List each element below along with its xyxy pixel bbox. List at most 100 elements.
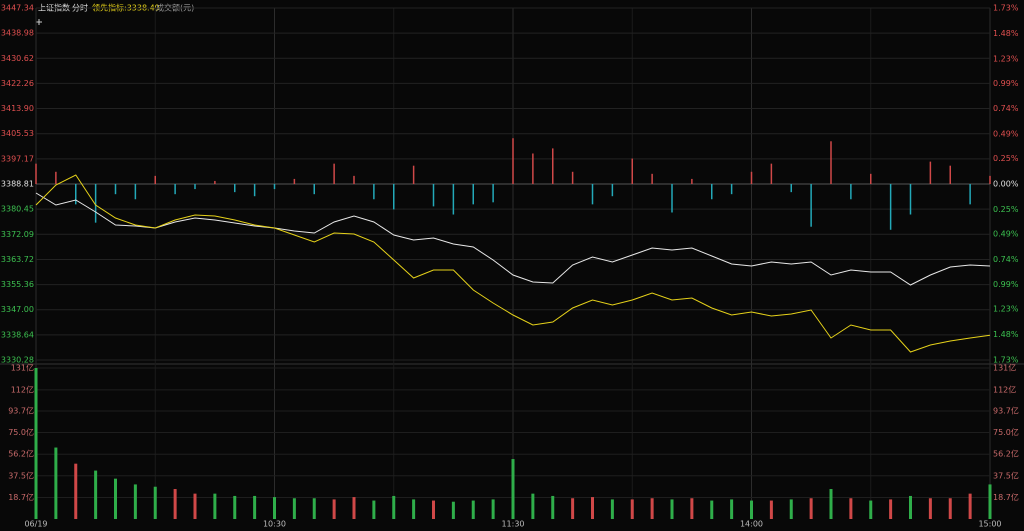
volume-bar [630,499,634,519]
y-tick-label: 131亿 [11,363,34,373]
y2-tick-label: 1.23% [993,54,1019,63]
volume-bar [571,498,575,519]
y2-tick-label: 112亿 [993,384,1016,394]
volume-bar [948,498,952,519]
y-tick-label: 3388.81 [1,180,34,189]
volume-bar [710,500,714,519]
volume-bar [253,495,257,519]
volume-bar [451,501,455,519]
y2-tick-label: 1.73% [993,356,1019,365]
volume-bar [769,500,773,519]
volume-bar [392,495,396,519]
y2-tick-label: 75.0亿 [993,427,1019,437]
volume-bar [531,493,535,519]
volume-bar [511,459,515,519]
y2-tick-label: 0.99% [993,79,1019,88]
volume-bar [233,495,237,519]
y-tick-label: 93.7亿 [8,405,34,415]
y2-tick-label: 0.74% [993,255,1019,264]
y-tick-label: 3330.28 [1,356,34,365]
volume-bar [928,498,932,519]
volume-bar [133,484,137,519]
y2-tick-label: 0.74% [993,104,1019,113]
volume-bar [372,500,376,519]
y-tick-label: 3355.36 [1,280,34,289]
x-tick-label: 06/19 [24,520,47,529]
volume-bar [292,498,296,519]
volume-bar [173,489,177,519]
volume-bar [54,447,58,519]
y2-tick-label: 0.49% [993,229,1019,238]
volume-bar [94,470,98,519]
y-tick-label: 112亿 [11,384,34,394]
volume-bar [650,498,654,519]
y2-tick-label: 56.2亿 [993,449,1019,459]
volume-bar [491,499,495,519]
y2-tick-label: 93.7亿 [993,405,1019,415]
volume-bar [213,493,217,519]
volume-bar [312,498,316,519]
volume-bar [789,499,793,519]
x-tick-label: 11:30 [501,520,524,529]
y2-tick-label: 37.5亿 [993,470,1019,480]
volume-bar [273,497,276,519]
y2-tick-label: 0.00% [993,180,1019,189]
y-tick-label: 3397.17 [1,154,34,163]
y2-tick-label: 0.49% [993,130,1019,139]
volume-bar [690,498,694,519]
volume-bar [471,500,475,519]
y2-tick-label: 18.7亿 [993,492,1019,502]
y2-tick-label: 0.25% [993,154,1019,163]
volume-bar [750,500,753,519]
y-tick-label: 37.5亿 [8,470,34,480]
y2-tick-label: 1.73% [993,4,1019,13]
price-line [35,174,991,353]
volume-bar [591,497,594,519]
y-tick-label: 3380.45 [1,205,34,214]
y-tick-label: 3438.98 [1,29,34,38]
volume-bar [551,495,555,519]
volume-bar [74,463,78,519]
y2-tick-label: 0.25% [993,205,1019,214]
y-tick-label: 3447.34 [1,4,34,13]
volume-bar [730,499,734,519]
y-tick-label: 3372.09 [1,230,34,239]
y-tick-label: 3422.26 [1,79,34,88]
x-tick-label: 15:00 [978,520,1001,529]
y2-tick-label: 1.48% [993,330,1019,339]
volume-bar [352,497,356,519]
volume-bar [34,368,38,519]
crosshair-icon [36,19,42,25]
volume-bar [193,493,197,519]
volume-bar [869,500,873,519]
volume-bar [988,484,992,519]
y-tick-label: 3430.62 [1,54,34,63]
y-tick-label: 18.7亿 [8,492,34,502]
volume-bar [849,498,853,519]
y2-tick-label: 0.99% [993,280,1019,289]
y-tick-label: 3405.53 [1,129,34,138]
y-tick-label: 3413.90 [1,104,34,113]
y-tick-label: 56.2亿 [8,449,34,459]
volume-bar [670,499,674,519]
y2-tick-label: 131亿 [993,363,1016,373]
x-tick-label: 14:00 [740,520,763,529]
volume-bar [829,489,833,519]
y2-tick-label: 1.23% [993,305,1019,314]
price-line [35,192,991,286]
volume-bar [809,498,813,519]
volume-bar [610,499,614,519]
volume-bar [114,478,117,519]
y-tick-label: 75.0亿 [8,427,34,437]
y2-tick-label: 1.48% [993,29,1019,38]
volume-bar [889,499,893,519]
volume-bar [153,486,157,519]
y-tick-label: 3347.00 [1,305,34,314]
volume-bar [909,495,912,519]
y-tick-label: 3338.64 [1,330,34,339]
volume-bar [412,499,416,519]
volume-bar [432,500,435,519]
